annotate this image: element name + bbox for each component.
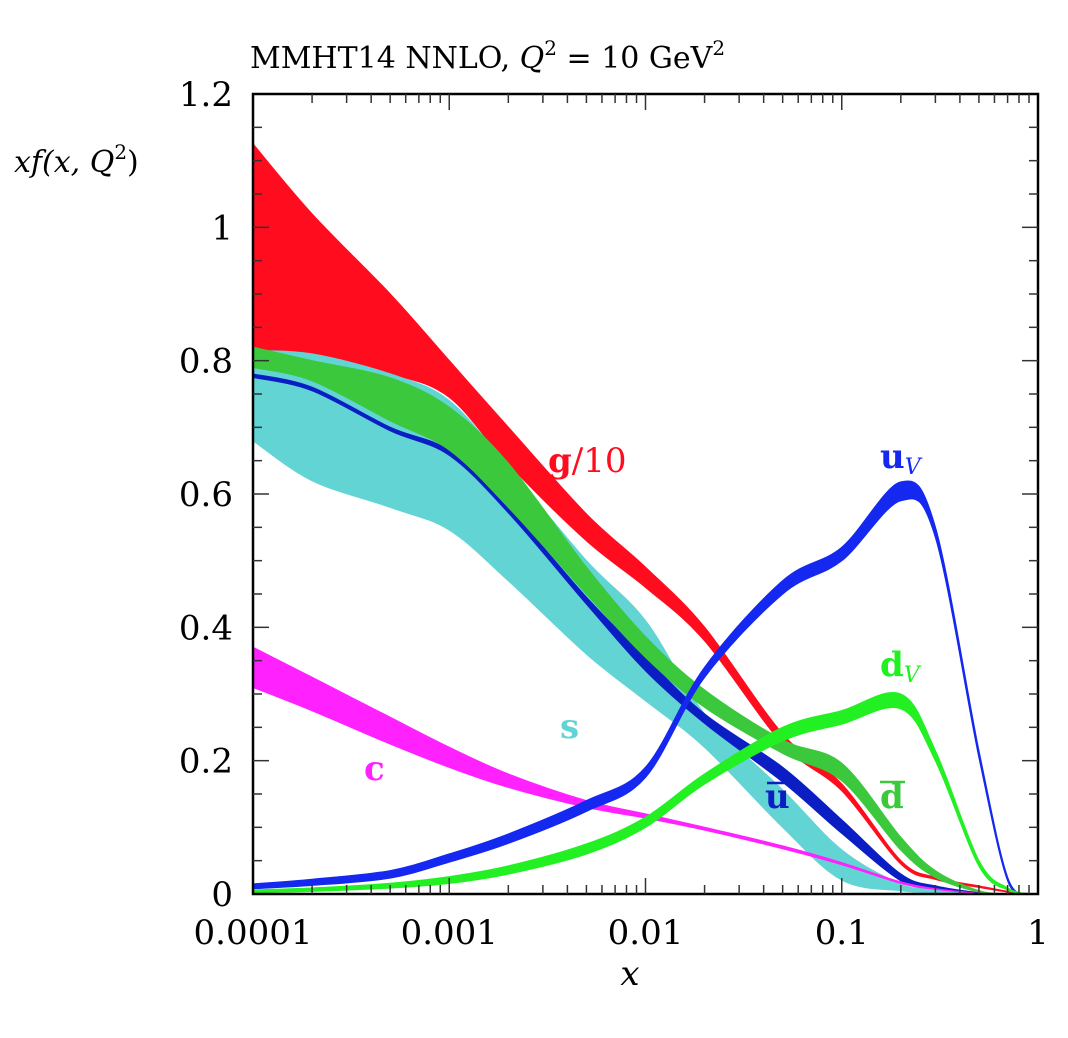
y-tick-label: 0.2 — [179, 742, 233, 782]
band-s — [253, 350, 1029, 894]
label-g-main: g — [548, 441, 572, 481]
label-g: g/10 — [548, 441, 627, 481]
y-tick-label: 1.2 — [179, 75, 233, 115]
x-tick-label: 0.01 — [608, 913, 684, 953]
y-axis-label: xf(x, Q2) — [14, 140, 139, 180]
x-tick-label: 1 — [1027, 913, 1049, 953]
title-eq: = 10 GeV — [557, 41, 714, 76]
y-tick-label: 0 — [211, 875, 233, 915]
band-c — [253, 646, 1029, 894]
x-tick-label: 0.0001 — [194, 913, 313, 953]
title-unit-sup: 2 — [712, 36, 725, 60]
label-dv-main: d — [880, 645, 904, 685]
title-var: Q — [520, 41, 545, 76]
band-dV — [253, 692, 1030, 894]
title-var-sup: 2 — [544, 36, 557, 60]
label-uv: uV — [880, 437, 923, 480]
label-uv-main: u — [880, 437, 905, 477]
ylabel-sup: 2 — [114, 140, 127, 164]
title-main: MMHT14 NNLO, — [250, 41, 520, 76]
x-tick-label: 0.001 — [401, 913, 498, 953]
band-ubar — [253, 373, 1029, 894]
y-tick-label: 0.6 — [179, 475, 233, 515]
label-dv: dV — [880, 645, 922, 688]
chart-title: MMHT14 NNLO, Q2 = 10 GeV2 — [250, 36, 725, 76]
label-g-rest: /10 — [572, 441, 627, 481]
label-dv-sub: V — [904, 663, 922, 688]
x-tick-label: 0.1 — [815, 913, 869, 953]
y-tick-label: 0.4 — [179, 608, 233, 648]
ticks-layer — [253, 94, 1038, 894]
ylabel-text: xf(x, Q — [14, 145, 114, 180]
y-tick-label: 1 — [211, 208, 233, 248]
x-axis-label: x — [620, 954, 639, 994]
bands-layer — [253, 143, 1030, 894]
label-dbar: d — [880, 777, 904, 817]
band-dbar — [253, 346, 1029, 894]
ylabel-close: ) — [127, 145, 139, 180]
label-s: s — [560, 707, 579, 747]
tick-labels: 0.0001 0.001 0.01 0.1 1 0 0.2 0.4 0.6 0.8 1 1.2 — [179, 75, 1049, 953]
label-uv-sub: V — [905, 455, 923, 480]
label-c: c — [364, 749, 385, 789]
band-uV — [253, 480, 1030, 894]
y-tick-label: 0.8 — [179, 342, 233, 382]
